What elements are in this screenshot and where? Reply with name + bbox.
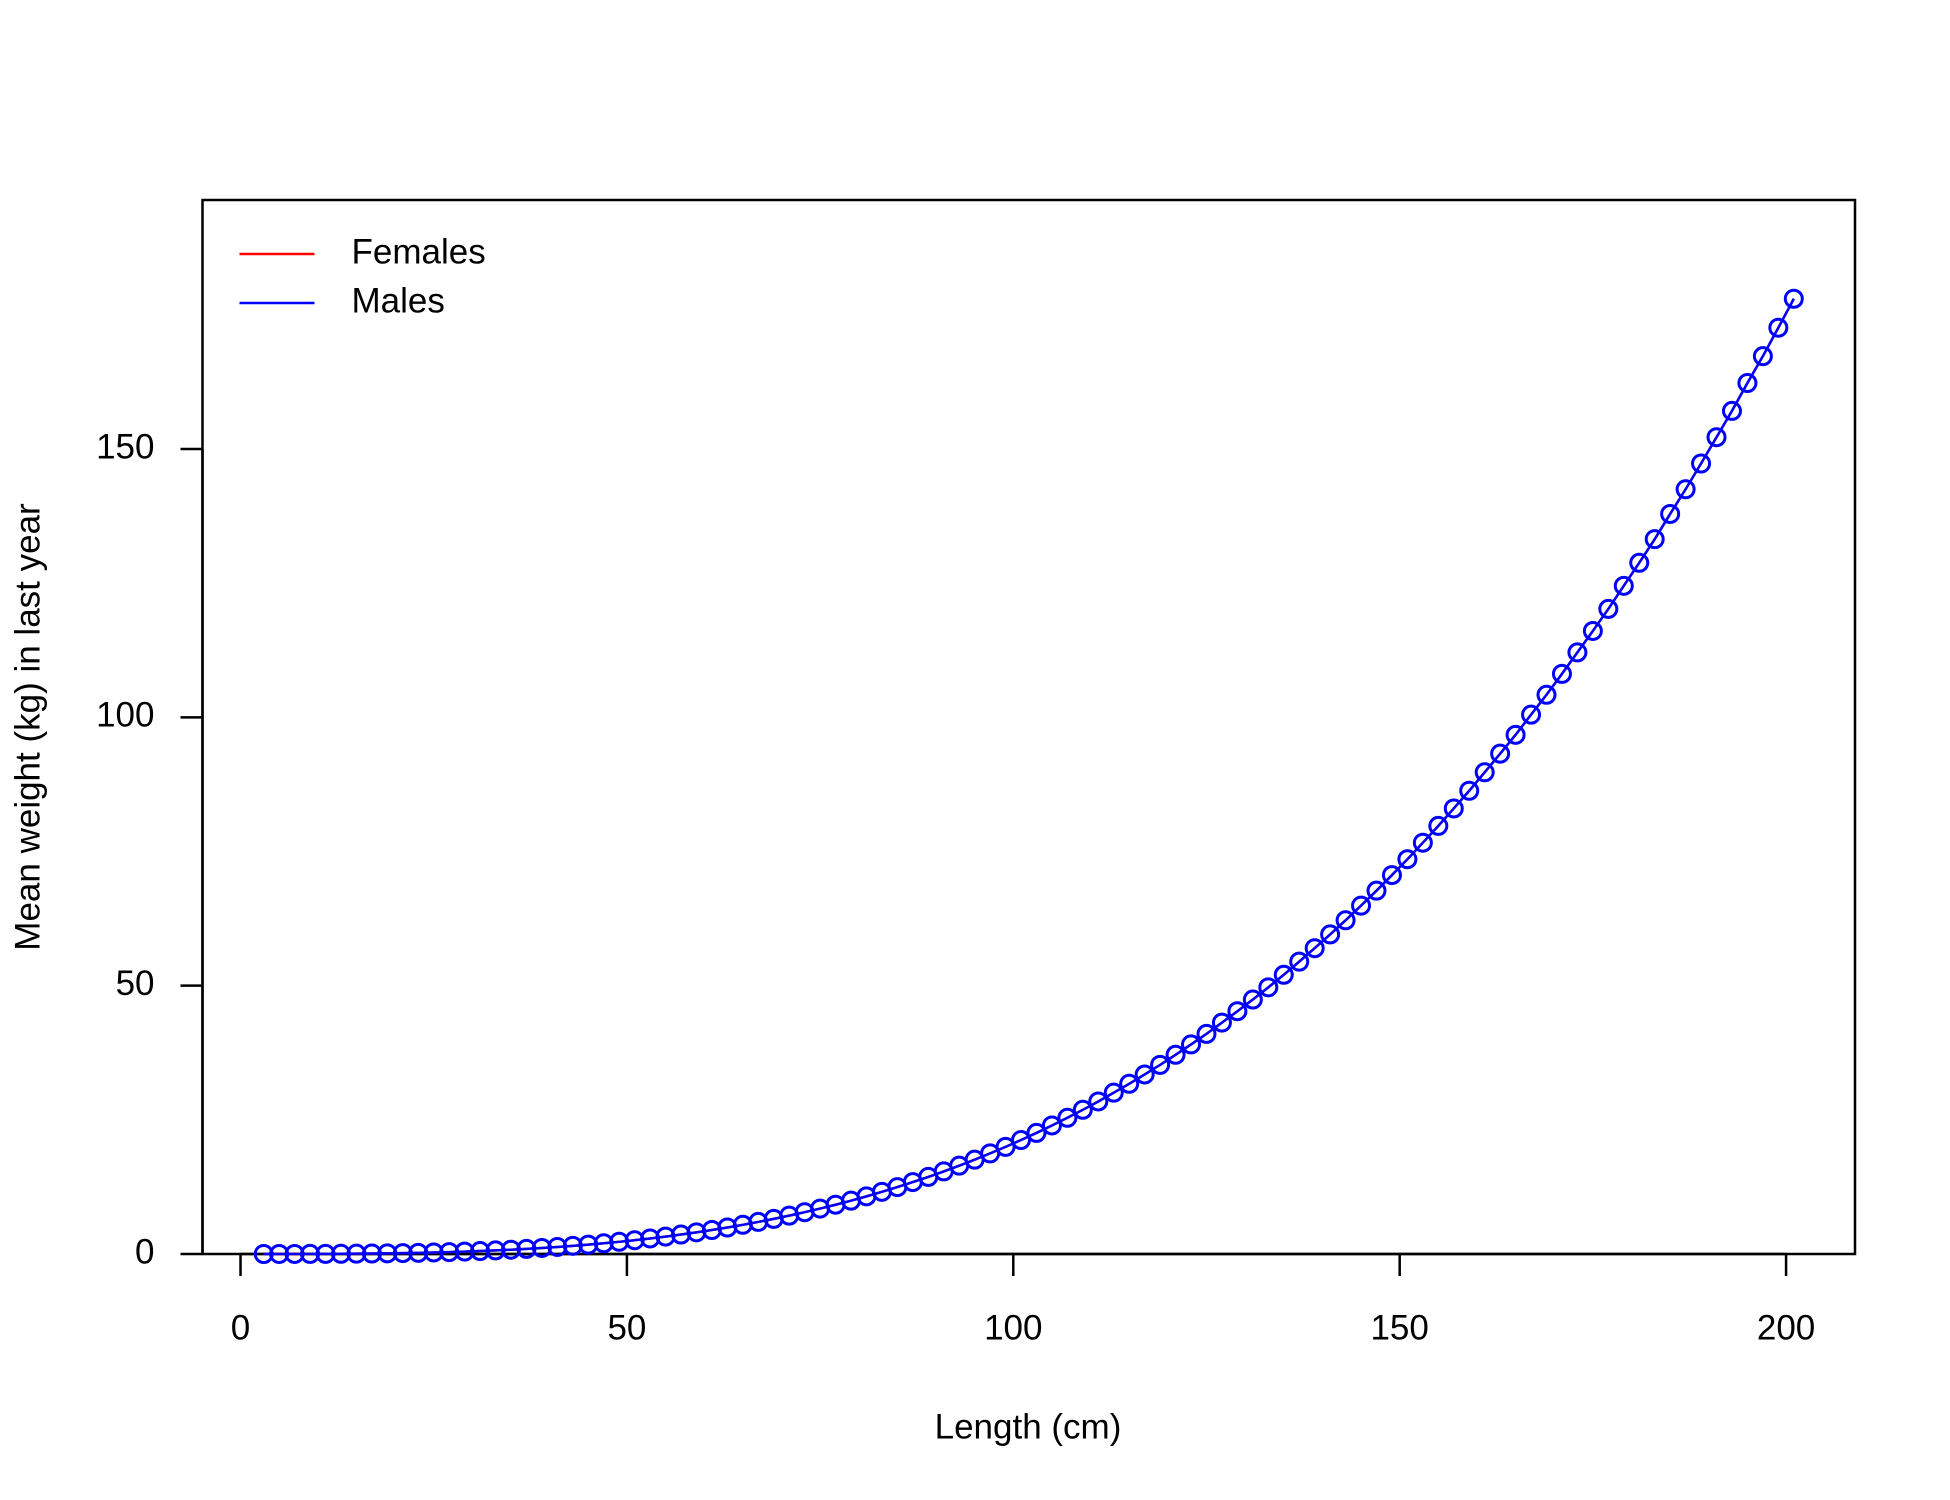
- data-point: [1088, 1091, 1109, 1112]
- data-point: [1474, 762, 1495, 783]
- data-point: [1551, 663, 1572, 684]
- data-point: [392, 1243, 413, 1264]
- data-point: [1181, 1034, 1202, 1055]
- y-tick-label: 100: [96, 696, 154, 735]
- data-point: [1490, 743, 1511, 764]
- data-point: [1289, 951, 1310, 972]
- data-point: [485, 1240, 506, 1261]
- data-point: [346, 1243, 367, 1264]
- data-point: [330, 1243, 351, 1264]
- data-point: [1150, 1054, 1171, 1075]
- legend-label: Males: [352, 281, 445, 320]
- data-point: [269, 1243, 290, 1264]
- data-point: [1381, 865, 1402, 886]
- data-point: [1505, 724, 1526, 745]
- data-point: [1752, 346, 1773, 367]
- data-point: [1273, 964, 1294, 985]
- data-point: [1320, 924, 1341, 945]
- data-point: [1119, 1073, 1140, 1094]
- x-tick-label: 0: [231, 1308, 250, 1347]
- data-point: [1026, 1122, 1047, 1143]
- y-tick-label: 150: [96, 427, 154, 466]
- data-point: [361, 1243, 382, 1264]
- data-point: [1242, 989, 1263, 1010]
- data-point: [1768, 317, 1789, 338]
- data-point: [1103, 1082, 1124, 1103]
- data-point: [1072, 1099, 1093, 1120]
- x-tick-label: 50: [607, 1308, 646, 1347]
- data-point: [1057, 1107, 1078, 1128]
- data-point: [1567, 642, 1588, 663]
- legend-label: Females: [352, 232, 486, 271]
- data-point: [1459, 780, 1480, 801]
- x-tick-label: 200: [1757, 1308, 1815, 1347]
- data-point: [1165, 1044, 1186, 1065]
- data-point: [1521, 704, 1542, 725]
- data-point: [253, 1243, 274, 1264]
- data-point: [1412, 832, 1433, 853]
- data-point: [1536, 684, 1557, 705]
- data-point: [1428, 815, 1449, 836]
- data-point: [377, 1243, 398, 1264]
- data-point: [1613, 575, 1634, 596]
- data-point: [1706, 427, 1727, 448]
- data-point: [1660, 503, 1681, 524]
- data-point: [500, 1239, 521, 1260]
- data-point: [1598, 598, 1619, 619]
- data-point: [454, 1241, 475, 1262]
- x-axis-label: Length (cm): [935, 1407, 1122, 1446]
- data-point: [1783, 288, 1804, 309]
- data-point: [470, 1241, 491, 1262]
- data-point: [1443, 798, 1464, 819]
- data-point: [315, 1243, 336, 1264]
- data-point: [300, 1243, 321, 1264]
- data-point: [408, 1242, 429, 1263]
- data-point: [1335, 910, 1356, 931]
- x-tick-label: 100: [984, 1308, 1042, 1347]
- data-point: [1134, 1064, 1155, 1085]
- data-point: [1227, 1001, 1248, 1022]
- data-point: [1675, 479, 1696, 500]
- y-tick-label: 50: [116, 964, 155, 1003]
- data-point: [1691, 453, 1712, 474]
- data-point: [1644, 529, 1665, 550]
- data-point: [1721, 400, 1742, 421]
- data-point: [284, 1243, 305, 1264]
- data-point: [1304, 938, 1325, 959]
- x-tick-label: 150: [1370, 1308, 1428, 1347]
- y-axis-label: Mean weight (kg) in last year: [8, 503, 47, 951]
- data-point: [1258, 977, 1279, 998]
- data-point: [1582, 620, 1603, 641]
- data-point: [1211, 1012, 1232, 1033]
- data-point: [439, 1242, 460, 1263]
- plot-frame: [201, 198, 1857, 1256]
- series-line: [263, 298, 1795, 1256]
- data-point: [1629, 552, 1650, 573]
- series-line: [263, 298, 1795, 1256]
- data-point: [1737, 373, 1758, 394]
- data-point: [1196, 1023, 1217, 1044]
- y-tick-label: 0: [135, 1232, 154, 1271]
- data-point: [1366, 880, 1387, 901]
- data-point: [1397, 849, 1418, 870]
- data-point: [423, 1242, 444, 1263]
- data-point: [1041, 1115, 1062, 1136]
- data-point: [1351, 895, 1372, 916]
